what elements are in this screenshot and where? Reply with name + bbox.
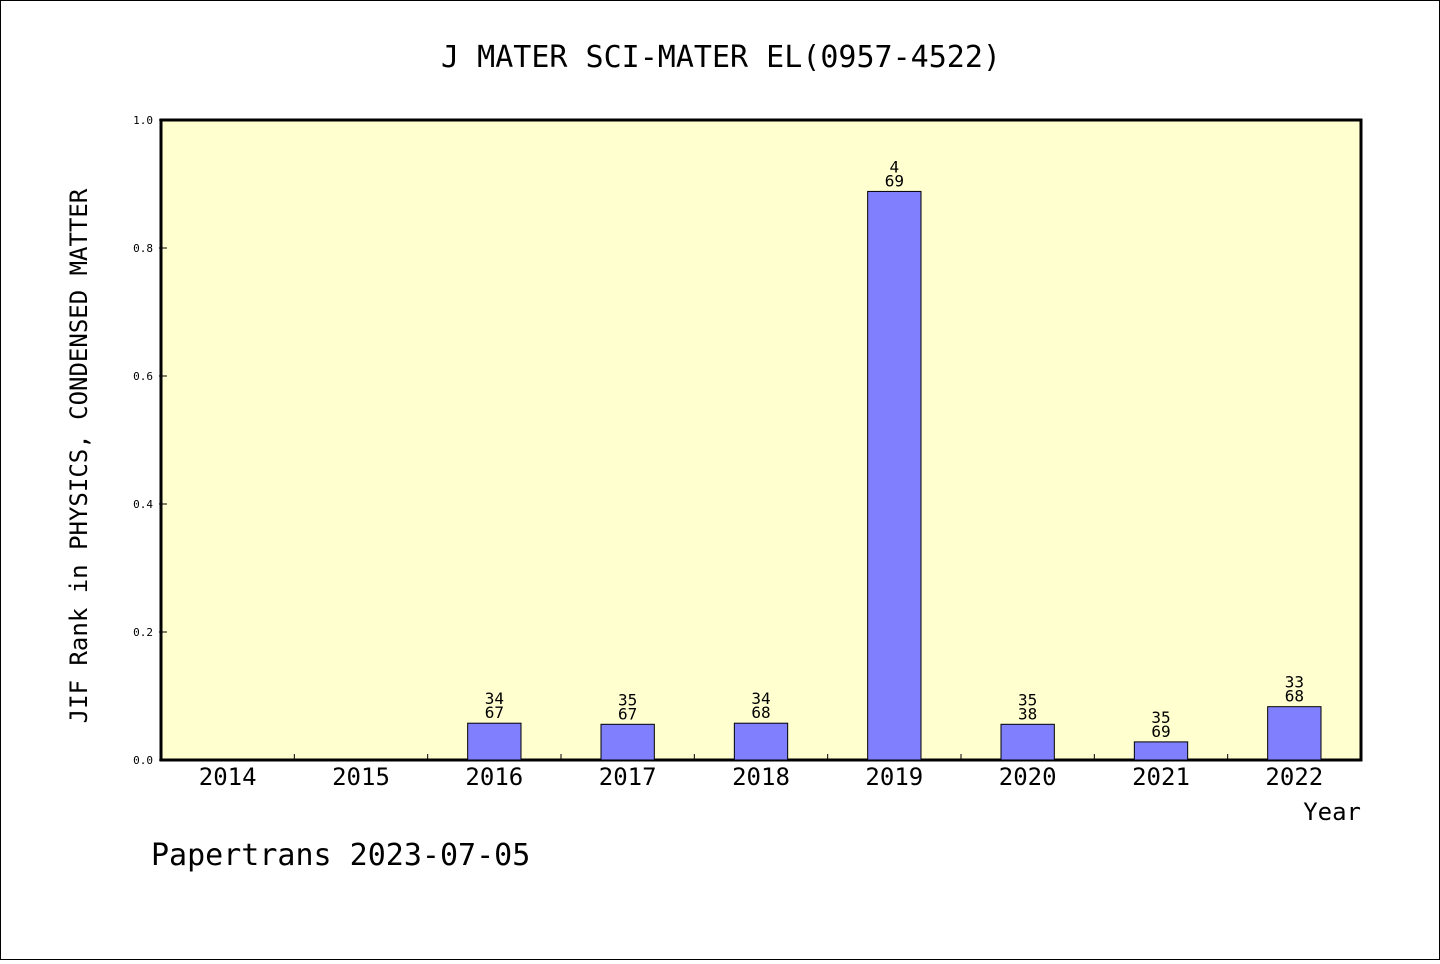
bar-rank-label: 4 <box>890 157 900 176</box>
bar-total-label: 67 <box>618 704 637 723</box>
bar-rank-label: 35 <box>1018 690 1037 709</box>
bar-2018 <box>733 722 789 761</box>
bar-total-label: 69 <box>885 171 904 190</box>
chart-title: J MATER SCI-MATER EL(0957-4522) <box>441 40 1001 75</box>
bar-rank-label: 35 <box>618 690 637 709</box>
bar-rank-label: 35 <box>1151 708 1170 727</box>
x-tick-label: 2014 <box>199 763 257 791</box>
x-axis: 2014 2015 2016 2017 2018 2019 2020 2021 2022 <box>199 754 1323 791</box>
x-tick-label: 2020 <box>999 763 1057 791</box>
y-tick-label: 1.0 <box>133 114 153 127</box>
x-tick-label: 2021 <box>1132 763 1190 791</box>
bar-rank-label: 34 <box>751 689 770 708</box>
x-axis-label: Year <box>1303 798 1361 826</box>
bar-2020 <box>1000 723 1055 761</box>
x-tick-label: 2022 <box>1265 763 1323 791</box>
bar-series <box>467 190 1322 761</box>
y-tick-label: 0.0 <box>133 754 153 767</box>
x-tick-label: 2019 <box>865 763 923 791</box>
bar-2019 <box>867 190 922 761</box>
x-tick-label: 2018 <box>732 763 790 791</box>
bar-rank-label: 34 <box>485 689 504 708</box>
x-tick-label: 2016 <box>465 763 523 791</box>
bar-2022 <box>1267 706 1322 761</box>
plot-area <box>159 118 1363 762</box>
bar-2017 <box>600 723 655 761</box>
bar-rank-label: 33 <box>1285 673 1304 692</box>
x-tick-label: 2015 <box>332 763 390 791</box>
y-tick-label: 0.8 <box>133 242 153 255</box>
bar-2021 <box>1133 741 1189 761</box>
bar-total-label: 68 <box>1285 687 1304 706</box>
bar-2016 <box>467 722 522 761</box>
y-tick-label: 0.2 <box>133 626 153 639</box>
bar-total-label: 38 <box>1018 704 1037 723</box>
y-tick-label: 0.6 <box>133 370 153 383</box>
y-tick-label: 0.4 <box>133 498 153 511</box>
bar-total-label: 68 <box>751 703 770 722</box>
bar-total-label: 67 <box>485 703 504 722</box>
bar-total-label: 69 <box>1151 722 1170 741</box>
y-axis-label: JIF Rank in PHYSICS, CONDENSED MATTER <box>65 188 93 723</box>
y-axis: 0.0 0.2 0.4 0.6 0.8 1.0 <box>133 114 167 767</box>
x-tick-label: 2017 <box>599 763 657 791</box>
footer-text: Papertrans 2023-07-05 <box>151 838 530 873</box>
